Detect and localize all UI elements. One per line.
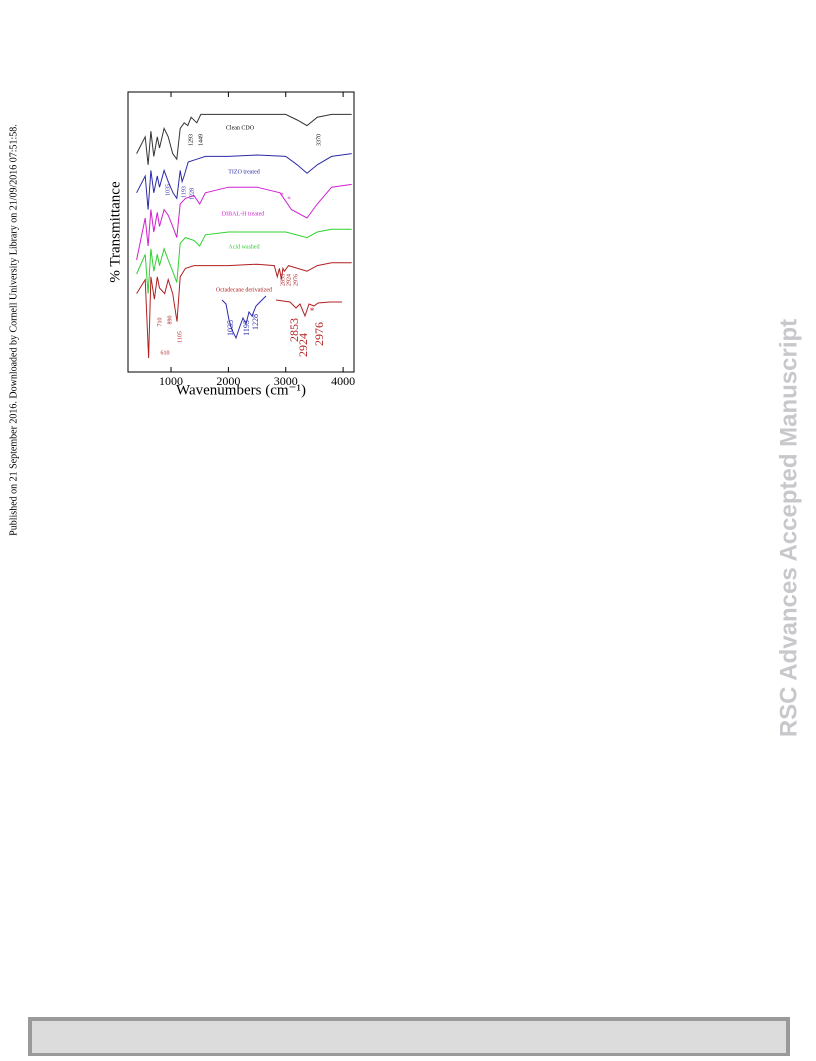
series-label: Clean CDO <box>226 125 255 131</box>
peak-annotation: * <box>287 196 291 204</box>
peak-annotation: 1293 <box>188 134 194 146</box>
series-label: DIBAL-H treated <box>222 211 264 217</box>
inset-curve <box>221 295 267 340</box>
x-tick-label: 4000 <box>331 374 355 388</box>
peak-annotation: * <box>310 306 315 316</box>
spectrum-line <box>136 113 352 165</box>
x-tick-label: 2000 <box>216 374 240 388</box>
peak-annotation: 890 <box>167 316 173 325</box>
peak-annotation: 2924 <box>296 333 310 357</box>
footer-bar <box>28 1017 790 1057</box>
peak-annotation: 1193 <box>181 186 187 198</box>
peak-annotation: 1193 <box>242 320 251 336</box>
y-axis-label: % Transmittance <box>107 181 123 283</box>
peak-annotation: 2924 <box>286 274 292 286</box>
plot-frame <box>127 91 355 373</box>
peak-annotation: 2853 <box>287 318 301 342</box>
watermark: RSC Advances Accepted Manuscript <box>775 319 802 737</box>
peak-annotation: 1035 <box>226 320 235 336</box>
peak-annotation: 610 <box>161 350 170 356</box>
series-label: Acid washed <box>228 244 259 250</box>
spectrum-line <box>136 262 352 359</box>
spectrum-line <box>136 153 352 210</box>
download-note: Published on 21 September 2016. Download… <box>8 124 19 536</box>
x-tick-label: 3000 <box>274 374 298 388</box>
peak-annotation: 1228 <box>189 188 195 200</box>
peak-annotation: 1105 <box>177 331 183 343</box>
spectrum-line <box>136 183 352 261</box>
series-label: Octadecane derivatized <box>216 287 272 293</box>
peak-annotation: 710 <box>157 318 163 327</box>
peak-annotation: 2853 <box>280 274 286 286</box>
x-tick-label: 1000 <box>159 374 183 388</box>
peak-annotation: 1449 <box>198 134 204 146</box>
series-label: TIZO treated <box>228 169 259 175</box>
peak-annotation: 2976 <box>293 274 299 286</box>
x-axis-label: Wavenumbers (cm⁻¹) <box>176 382 306 398</box>
peak-annotation: * <box>280 192 284 200</box>
spectrum-line <box>136 228 352 294</box>
peak-annotation: 2976 <box>312 322 326 346</box>
peak-annotation: 1228 <box>251 314 260 330</box>
inset-curve <box>275 299 342 318</box>
peak-annotation: 3370 <box>316 134 322 146</box>
peak-annotation: 1035 <box>165 184 171 196</box>
